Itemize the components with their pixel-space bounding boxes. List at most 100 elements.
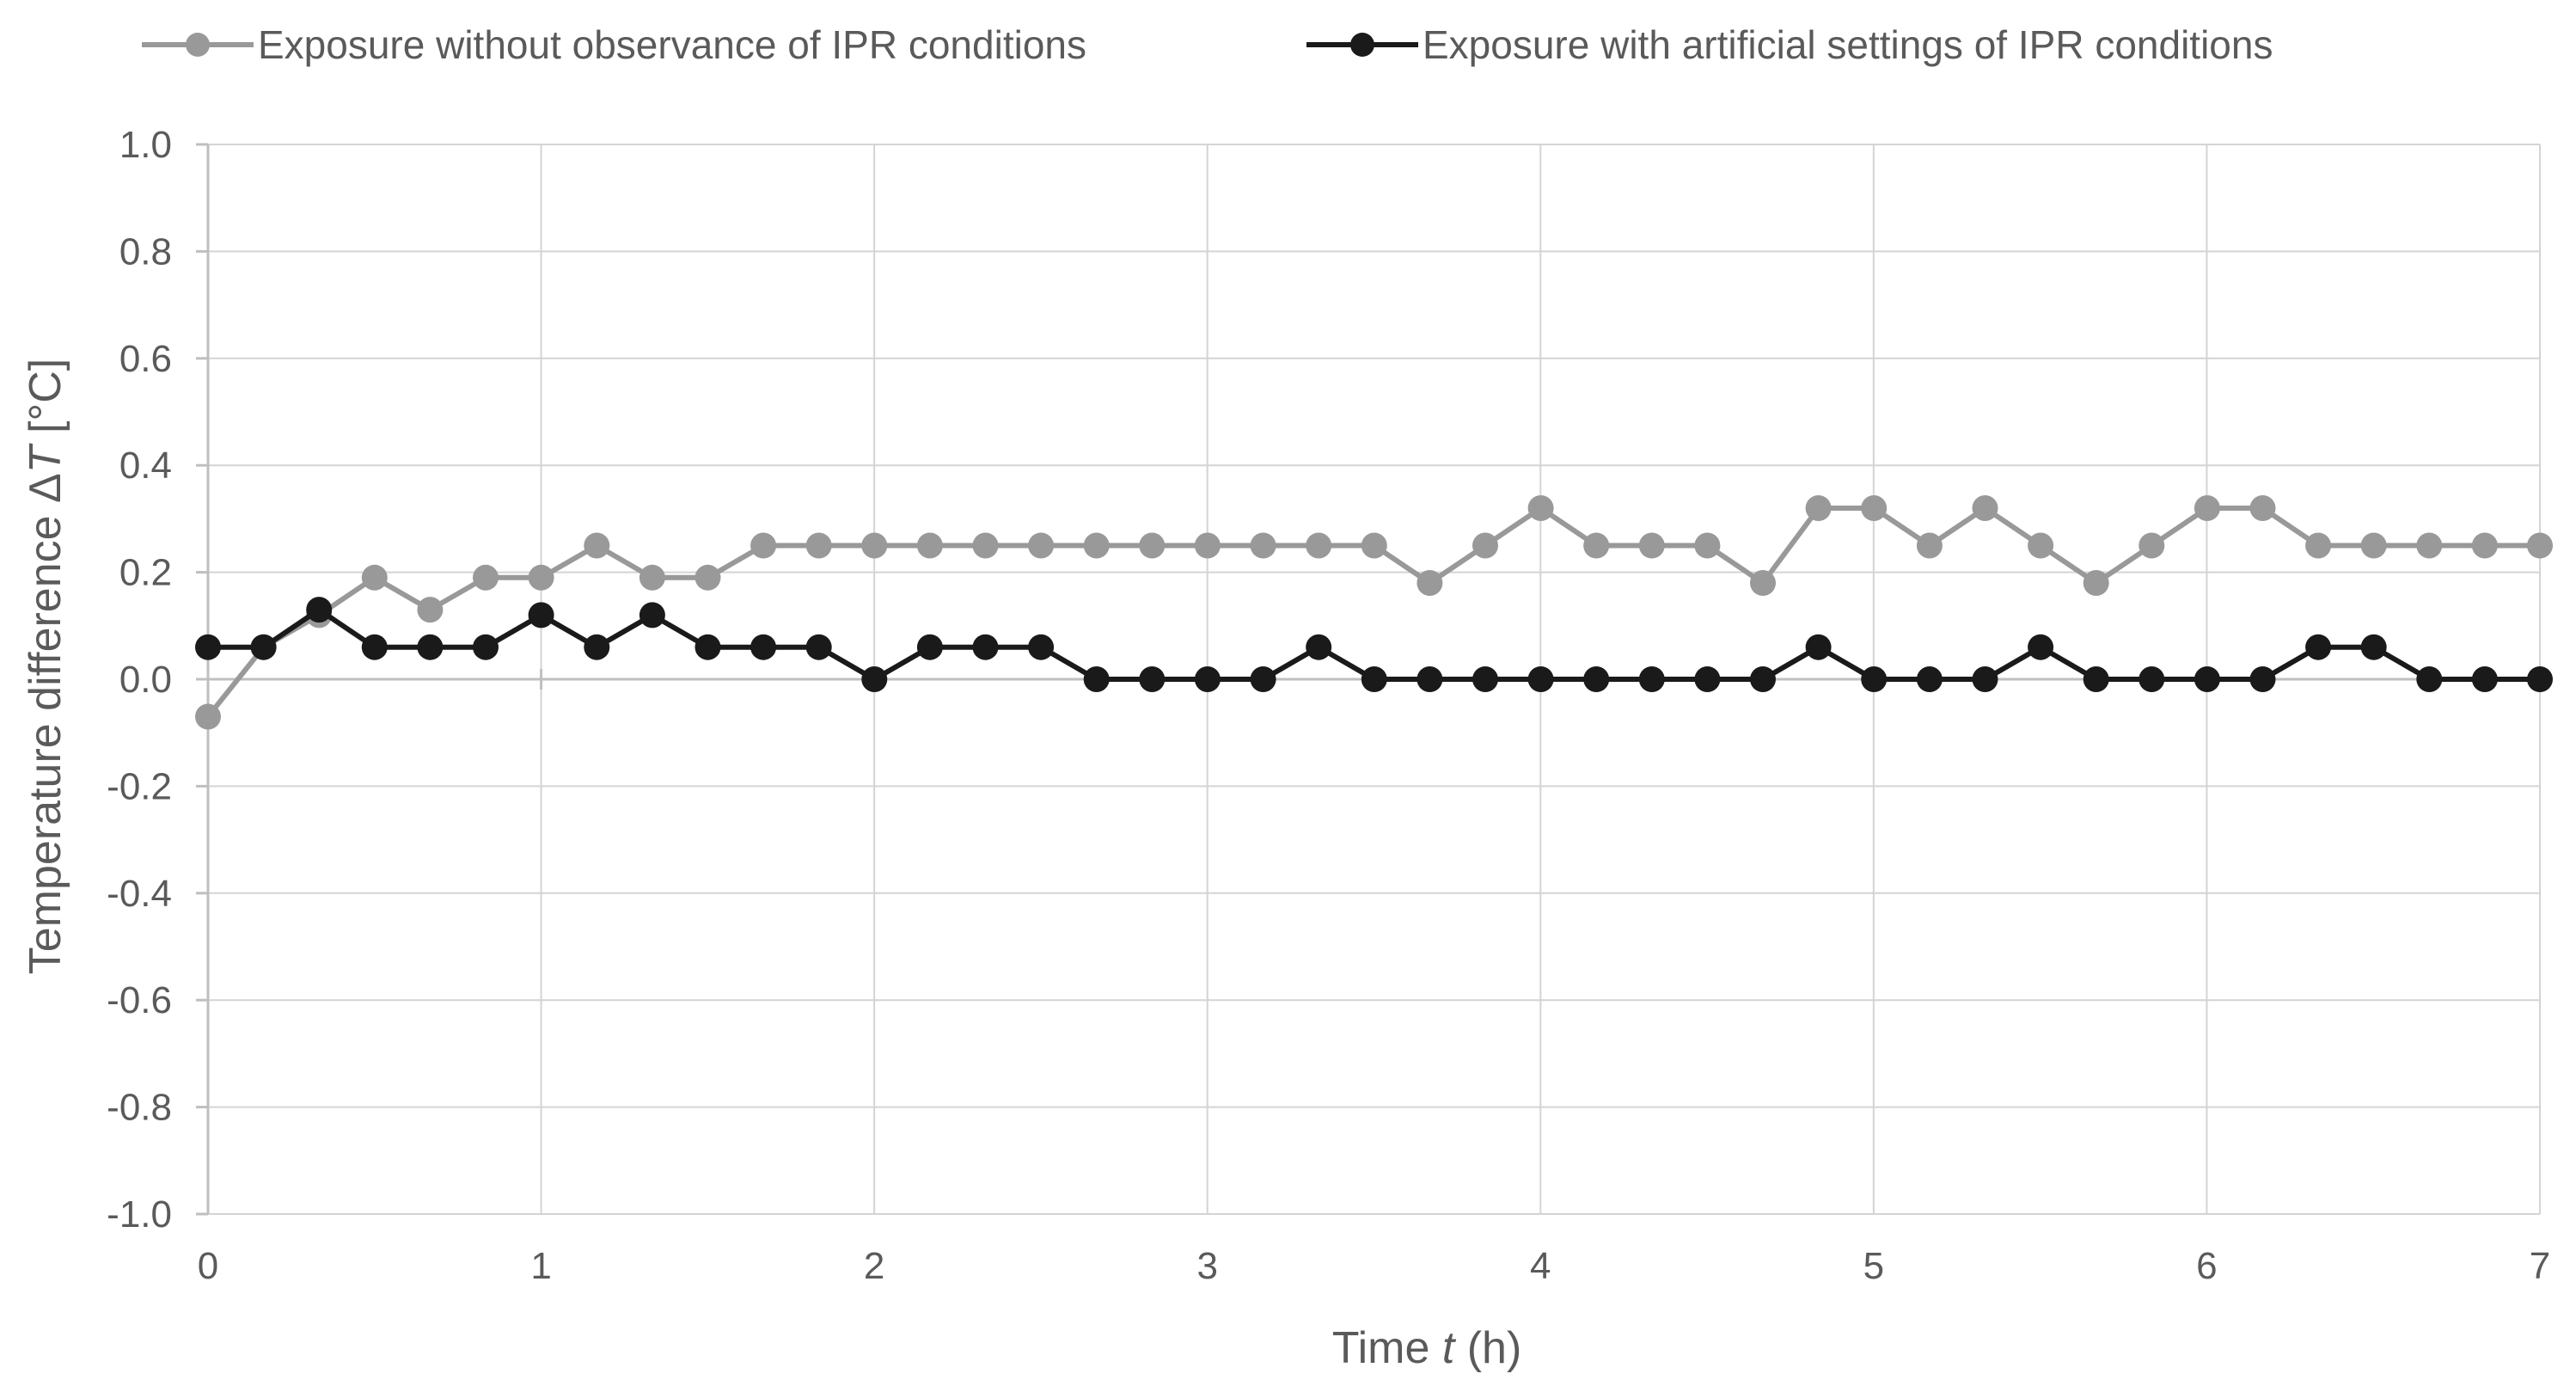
data-point: [2416, 666, 2443, 692]
data-point: [916, 634, 943, 660]
data-point: [1028, 532, 1055, 559]
data-point: [2083, 570, 2109, 596]
data-point: [417, 634, 444, 660]
data-point: [195, 703, 221, 730]
data-point: [1861, 495, 1888, 521]
data-point: [2249, 666, 2276, 692]
data-point: [1638, 666, 1665, 692]
data-point: [2083, 666, 2109, 692]
data-point: [1972, 666, 1998, 692]
data-point: [2360, 532, 2387, 559]
data-point: [528, 602, 554, 629]
data-point: [861, 532, 888, 559]
y-tick-label: -0.6: [107, 979, 172, 1021]
y-tick-label: 1.0: [119, 124, 172, 166]
data-point: [1472, 532, 1498, 559]
x-tick-label: 4: [1530, 1245, 1551, 1287]
data-point: [1083, 532, 1110, 559]
data-point: [805, 532, 832, 559]
y-tick-label: -1.0: [107, 1193, 172, 1236]
data-point: [1805, 634, 1832, 660]
data-point: [1694, 532, 1721, 559]
data-point: [306, 597, 333, 623]
data-point: [916, 532, 943, 559]
x-axis-title-suffix: (h): [1454, 1323, 1521, 1373]
x-tick-label: 6: [2196, 1245, 2217, 1287]
data-point: [1416, 666, 1443, 692]
data-point: [1194, 532, 1221, 559]
data-point: [2139, 666, 2165, 692]
data-point: [1694, 666, 1721, 692]
data-point: [1583, 532, 1610, 559]
data-point: [361, 564, 388, 591]
data-point: [1361, 666, 1387, 692]
data-point: [1750, 666, 1776, 692]
x-axis-title-variable: t: [1442, 1323, 1457, 1373]
data-point: [1527, 495, 1554, 521]
x-tick-label: 0: [198, 1245, 218, 1287]
data-point: [2194, 666, 2220, 692]
x-tick-label: 5: [1863, 1245, 1884, 1287]
data-point: [1306, 532, 1332, 559]
legend-label-without-ipr: Exposure without observance of IPR condi…: [258, 22, 1086, 67]
data-point: [1083, 666, 1110, 692]
data-point: [2305, 634, 2332, 660]
x-tick-label: 2: [864, 1245, 884, 1287]
data-point: [2527, 666, 2553, 692]
y-tick-label: 0.0: [119, 659, 172, 701]
data-point: [2527, 532, 2553, 559]
data-point: [1250, 532, 1276, 559]
y-tick-label: 0.6: [119, 338, 172, 380]
data-point: [805, 634, 832, 660]
legend-entry-without-ipr: Exposure without observance of IPR condi…: [142, 22, 1086, 67]
data-point: [1139, 532, 1166, 559]
data-point: [639, 602, 665, 629]
axes: 1.0 0.8 0.6 0.4 0.2 0.0 -0.2 -0.4 -0.6 -0.8 -1.0 0 1…: [107, 124, 2550, 1287]
data-point: [2471, 666, 2498, 692]
data-point: [639, 564, 665, 591]
data-point: [750, 532, 777, 559]
data-point: [473, 634, 499, 660]
data-point: [2249, 495, 2276, 521]
y-axis-title-suffix: [°C]: [21, 359, 70, 446]
data-point: [2028, 532, 2054, 559]
data-point: [1638, 532, 1665, 559]
data-point: [361, 634, 388, 660]
series-without-ipr: [195, 495, 2553, 730]
x-tick-label: 3: [1196, 1245, 1217, 1287]
data-point: [1583, 666, 1610, 692]
x-tick-label: 7: [2530, 1245, 2550, 1287]
data-point: [528, 564, 554, 591]
x-axis-title: Time t (h): [1332, 1323, 1522, 1373]
y-tick-label: 0.2: [119, 552, 172, 594]
data-point: [1472, 666, 1498, 692]
legend: Exposure without observance of IPR condi…: [142, 22, 2273, 67]
data-point: [1194, 666, 1221, 692]
data-point: [250, 634, 277, 660]
data-point: [195, 634, 221, 660]
data-point: [473, 564, 499, 591]
data-point: [972, 634, 999, 660]
data-point: [2471, 532, 2498, 559]
data-point: [1805, 495, 1832, 521]
data-point: [1139, 666, 1166, 692]
data-point: [694, 634, 721, 660]
data-point: [1916, 532, 1943, 559]
y-tick-label: 0.4: [119, 445, 172, 487]
data-point: [750, 634, 777, 660]
y-tick-label: -0.8: [107, 1087, 172, 1129]
data-point: [2360, 634, 2387, 660]
data-point: [2139, 532, 2165, 559]
data-point: [861, 666, 888, 692]
data-point: [1028, 634, 1055, 660]
data-point: [1250, 666, 1276, 692]
data-point: [584, 634, 610, 660]
data-point: [2305, 532, 2332, 559]
series-with-ipr: [195, 597, 2553, 692]
data-point: [2028, 634, 2054, 660]
data-point: [1972, 495, 1998, 521]
legend-marker-with-ipr: [1350, 33, 1374, 57]
data-point: [1750, 570, 1776, 596]
